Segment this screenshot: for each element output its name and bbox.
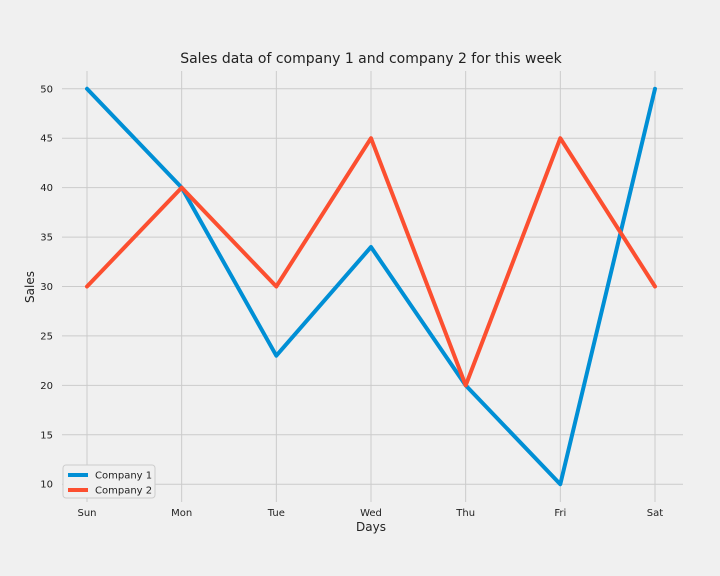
y-tick-label: 25 (40, 331, 53, 342)
x-tick-label: Wed (360, 508, 382, 519)
legend-label: Company 2 (95, 486, 152, 497)
y-axis-label: Sales (23, 271, 37, 303)
y-tick-label: 50 (40, 84, 53, 95)
legend-label: Company 1 (95, 471, 152, 482)
x-tick-label: Fri (554, 508, 566, 519)
y-tick-label: 30 (40, 282, 53, 293)
x-tick-label: Tue (267, 508, 285, 519)
x-tick-labels: Sun Mon Tue Wed Thu Fri Sat (77, 508, 663, 519)
x-tick-label: Mon (171, 508, 192, 519)
series-line-company-2 (85, 136, 657, 388)
y-tick-labels: 10 15 20 25 30 35 40 45 50 (40, 84, 53, 490)
x-tick-label: Sun (77, 508, 96, 519)
legend: Company 1 Company 2 (62, 464, 156, 499)
grid (62, 71, 683, 502)
y-tick-label: 20 (40, 381, 53, 392)
series-lines (85, 86, 657, 487)
y-tick-label: 35 (40, 233, 53, 244)
y-tick-label: 45 (40, 134, 53, 145)
y-tick-label: 10 (40, 480, 53, 491)
x-axis-label: Days (356, 520, 386, 534)
chart-title: Sales data of company 1 and company 2 fo… (180, 51, 562, 67)
y-tick-label: 40 (40, 183, 53, 194)
x-tick-label: Thu (455, 508, 475, 519)
y-tick-label: 15 (40, 430, 53, 441)
x-tick-label: Sat (647, 508, 663, 519)
